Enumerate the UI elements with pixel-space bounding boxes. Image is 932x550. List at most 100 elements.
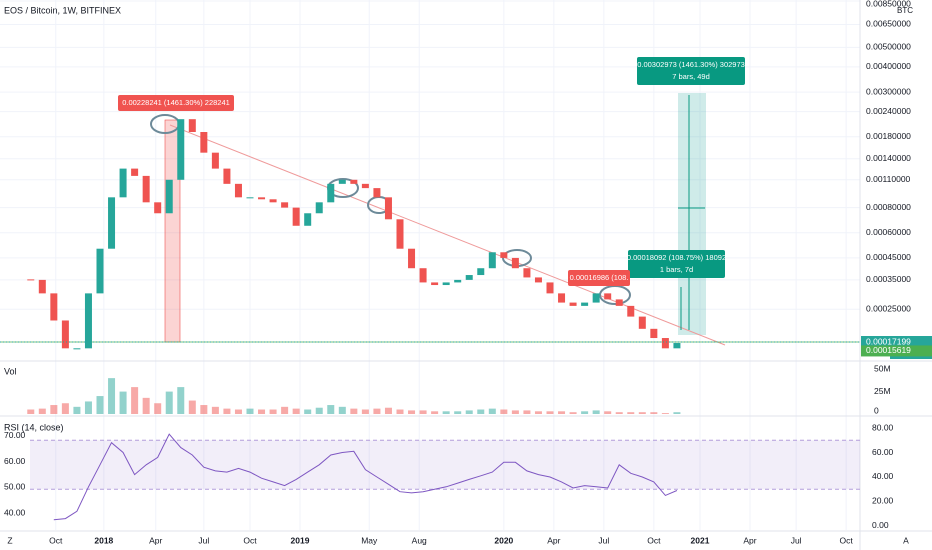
x-tick-label: Oct [243, 535, 257, 545]
volume-bar [408, 410, 416, 414]
candle [131, 168, 139, 176]
volume-bar [315, 407, 323, 414]
candle [534, 277, 542, 283]
volume-bar [511, 410, 519, 414]
candle [38, 279, 46, 294]
volume-bar [350, 408, 358, 414]
candle [315, 202, 323, 214]
volume-bar [84, 401, 92, 414]
candle [50, 293, 58, 321]
volume-bar [477, 409, 485, 414]
x-tick-label: 2018 [94, 535, 113, 545]
volume-bar [50, 405, 58, 414]
x-tick-label: Apr [149, 535, 162, 545]
volume-bar [569, 412, 577, 414]
volume-bar [523, 410, 531, 414]
candle [581, 302, 589, 306]
volume-bar [673, 412, 681, 414]
rsi-title: RSI (14, close) [4, 422, 64, 432]
volume-bar [38, 408, 46, 414]
volume-bar [604, 411, 612, 414]
candle [373, 188, 381, 198]
volume-bar [292, 408, 300, 414]
candle [431, 282, 439, 286]
annotation-text: 0.00016986 (108. [570, 273, 629, 282]
candle [546, 282, 554, 294]
volume-bar [419, 410, 427, 414]
candle [142, 175, 150, 203]
x-tick-label: Aug [412, 535, 427, 545]
volume-bar [546, 411, 554, 414]
volume-tick-label: 0 [874, 405, 879, 415]
candle [304, 213, 312, 226]
volume-bar [373, 408, 381, 414]
auto-scale-button[interactable]: A [903, 535, 909, 545]
volume-bar [281, 406, 289, 414]
candle [292, 207, 300, 226]
candle [592, 293, 600, 303]
candle [442, 282, 450, 286]
volume-bar [534, 411, 542, 414]
annotation-text: 7 bars, 49d [672, 72, 710, 81]
low-price-label: 0.00015619 [866, 345, 911, 355]
volume-bar [269, 409, 277, 414]
y-tick-label: 0.00140000 [866, 153, 911, 163]
candle [234, 183, 242, 198]
rsi-tick-label: 40.00 [872, 471, 894, 481]
zoom-button[interactable]: Z [7, 535, 12, 545]
volume-bar [650, 412, 658, 414]
candle [569, 302, 577, 306]
y-tick-label: 0.00080000 [866, 202, 911, 212]
volume-bar [258, 409, 266, 414]
rsi-left-tick-label: 50.00 [4, 482, 26, 492]
candle [269, 199, 277, 203]
x-tick-label: Oct [840, 535, 854, 545]
annotation-text: 1 bars, 7d [660, 265, 693, 274]
y-tick-label: 0.00240000 [866, 106, 911, 116]
volume-bar [500, 409, 508, 414]
candle [223, 168, 231, 184]
candle [258, 197, 266, 200]
candle [627, 305, 635, 317]
volume-bar [338, 406, 346, 414]
volume-bar [442, 411, 450, 414]
candle [154, 202, 162, 214]
y-tick-label: 0.00400000 [866, 61, 911, 71]
candle [419, 268, 427, 283]
volume-bar [581, 411, 589, 414]
candle [408, 248, 416, 269]
candle [165, 179, 173, 214]
y-tick-label: 0.00035000 [866, 274, 911, 284]
y-tick-label: 0.00850000 [866, 0, 911, 8]
candle [638, 316, 646, 329]
price-tag [861, 345, 932, 357]
x-tick-label: Oct [647, 535, 661, 545]
rsi-tick-label: 0.00 [872, 520, 889, 530]
volume-bar [61, 403, 69, 414]
candle [177, 119, 185, 180]
volume-bar [200, 405, 208, 414]
y-tick-label: 0.00180000 [866, 131, 911, 141]
annotation-text: 0.00302973 (1461.30%) 302973 [637, 60, 745, 69]
annotation-box [628, 250, 725, 278]
candle [500, 252, 508, 258]
long-zone [678, 93, 706, 335]
x-tick-label: Jul [198, 535, 209, 545]
x-tick-label: Oct [49, 535, 63, 545]
candle [361, 183, 369, 189]
volume-bar [177, 387, 185, 414]
volume-bar [211, 406, 219, 414]
candle [350, 179, 358, 184]
candle [73, 348, 81, 350]
volume-bar [188, 400, 196, 414]
volume-bar [327, 405, 335, 414]
candle [188, 119, 196, 133]
y-tick-label: 0.00300000 [866, 86, 911, 96]
volume-bar [454, 411, 462, 414]
volume-bar [661, 413, 669, 414]
annotation-box [637, 57, 745, 85]
candle [673, 343, 681, 349]
candle [84, 293, 92, 349]
volume-bar [246, 408, 254, 414]
chart-title: EOS / Bitcoin, 1W, BITFINEX [4, 5, 121, 15]
